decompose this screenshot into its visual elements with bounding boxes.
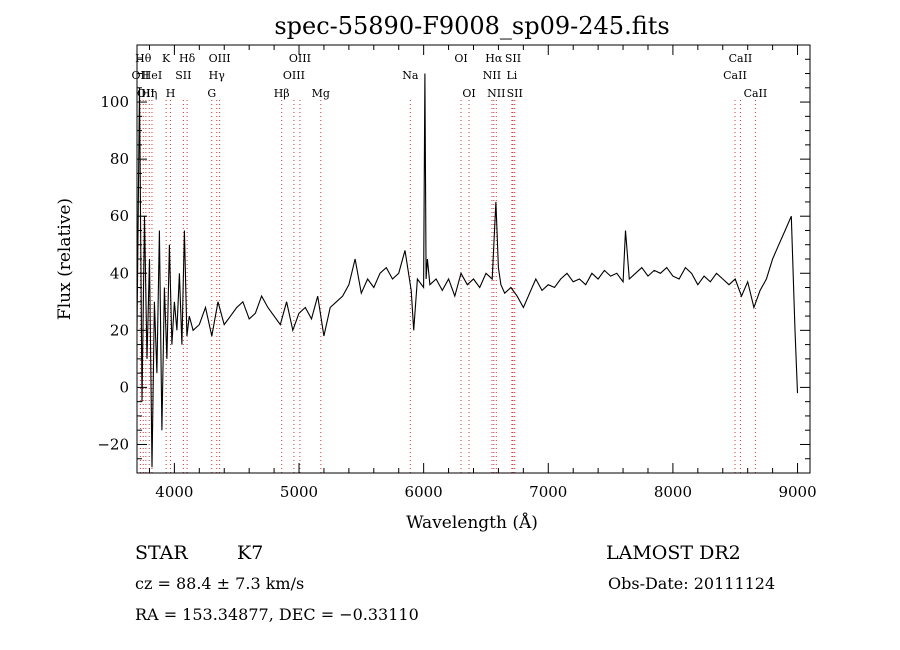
emission-line-label: OII [132, 69, 150, 82]
emission-line-label: SII [507, 87, 523, 100]
coordinates: RA = 153.34877, DEC = −0.33110 [135, 605, 419, 624]
emission-line-label: CaII [744, 87, 768, 100]
y-tick-label: −20 [97, 435, 129, 453]
y-tick-label: 80 [110, 150, 129, 168]
y-tick-label: 100 [100, 93, 129, 111]
emission-line-label: HeI [142, 69, 162, 82]
emission-line-label: NII [483, 69, 501, 82]
emission-line-label: SII [505, 52, 521, 65]
emission-line-label: OII [137, 87, 155, 100]
x-tick-label: 5000 [280, 483, 318, 501]
x-tick-label: 7000 [529, 483, 567, 501]
y-axis-label: Flux (relative) [55, 198, 75, 320]
emission-line-label: OI [454, 52, 467, 65]
emission-line-label: Na [402, 69, 419, 82]
emission-line-label: Hδ [179, 52, 196, 65]
emission-line-label: Mg [312, 87, 330, 100]
y-tick-label: 0 [119, 378, 129, 396]
survey-name: LAMOST DR2 [606, 542, 741, 564]
emission-line-label: Hβ [274, 87, 290, 100]
chart-title: spec-55890-F9008_sp09-245.fits [274, 12, 669, 40]
object-subclass: K7 [237, 542, 263, 564]
emission-line-label: OI [462, 87, 475, 100]
x-axis-label: Wavelength (Å) [406, 512, 538, 533]
spectrum-line [136, 73, 799, 468]
y-tick-label: 20 [110, 321, 129, 339]
axes: 4000 5000 6000 7000 8000 9000 −20 0 20 40 60 80 100 [97, 45, 817, 501]
plot-frame [136, 44, 811, 474]
emission-line-label: CaII [723, 69, 747, 82]
x-tick-label: 6000 [405, 483, 443, 501]
emission-line-label: K [162, 52, 171, 65]
object-class: STAR [135, 542, 188, 564]
emission-line-label: Hγ [209, 69, 226, 82]
emission-line-label: Li [506, 69, 517, 82]
y-tick-label: 60 [110, 207, 129, 225]
x-tick-label: 9000 [778, 483, 816, 501]
x-tick-label: 8000 [654, 483, 692, 501]
emission-line-label: CaII [729, 52, 753, 65]
emission-line-label: H [166, 87, 176, 100]
emission-line-label: G [207, 87, 216, 100]
emission-line-label: Hα [485, 52, 503, 65]
x-tick-label: 4000 [155, 483, 193, 501]
emission-line-label: OIII [209, 52, 231, 65]
emission-line-label: Hθ [135, 52, 152, 65]
obs-date: Obs-Date: 20111124 [608, 574, 775, 593]
emission-line-markers: OIIHθOIIHηHeIKHSIIHδGHγOIIIHβOIIIOIIIMgN… [132, 52, 768, 473]
redshift-readout: cz = 88.4 ± 7.3 km/s [135, 574, 304, 593]
emission-line-label: OIII [289, 52, 311, 65]
emission-line-label: SII [175, 69, 191, 82]
emission-line-label: NII [487, 87, 505, 100]
emission-line-label: Hη [141, 87, 157, 100]
emission-line-label: OIII [283, 69, 305, 82]
y-tick-label: 40 [110, 264, 129, 282]
